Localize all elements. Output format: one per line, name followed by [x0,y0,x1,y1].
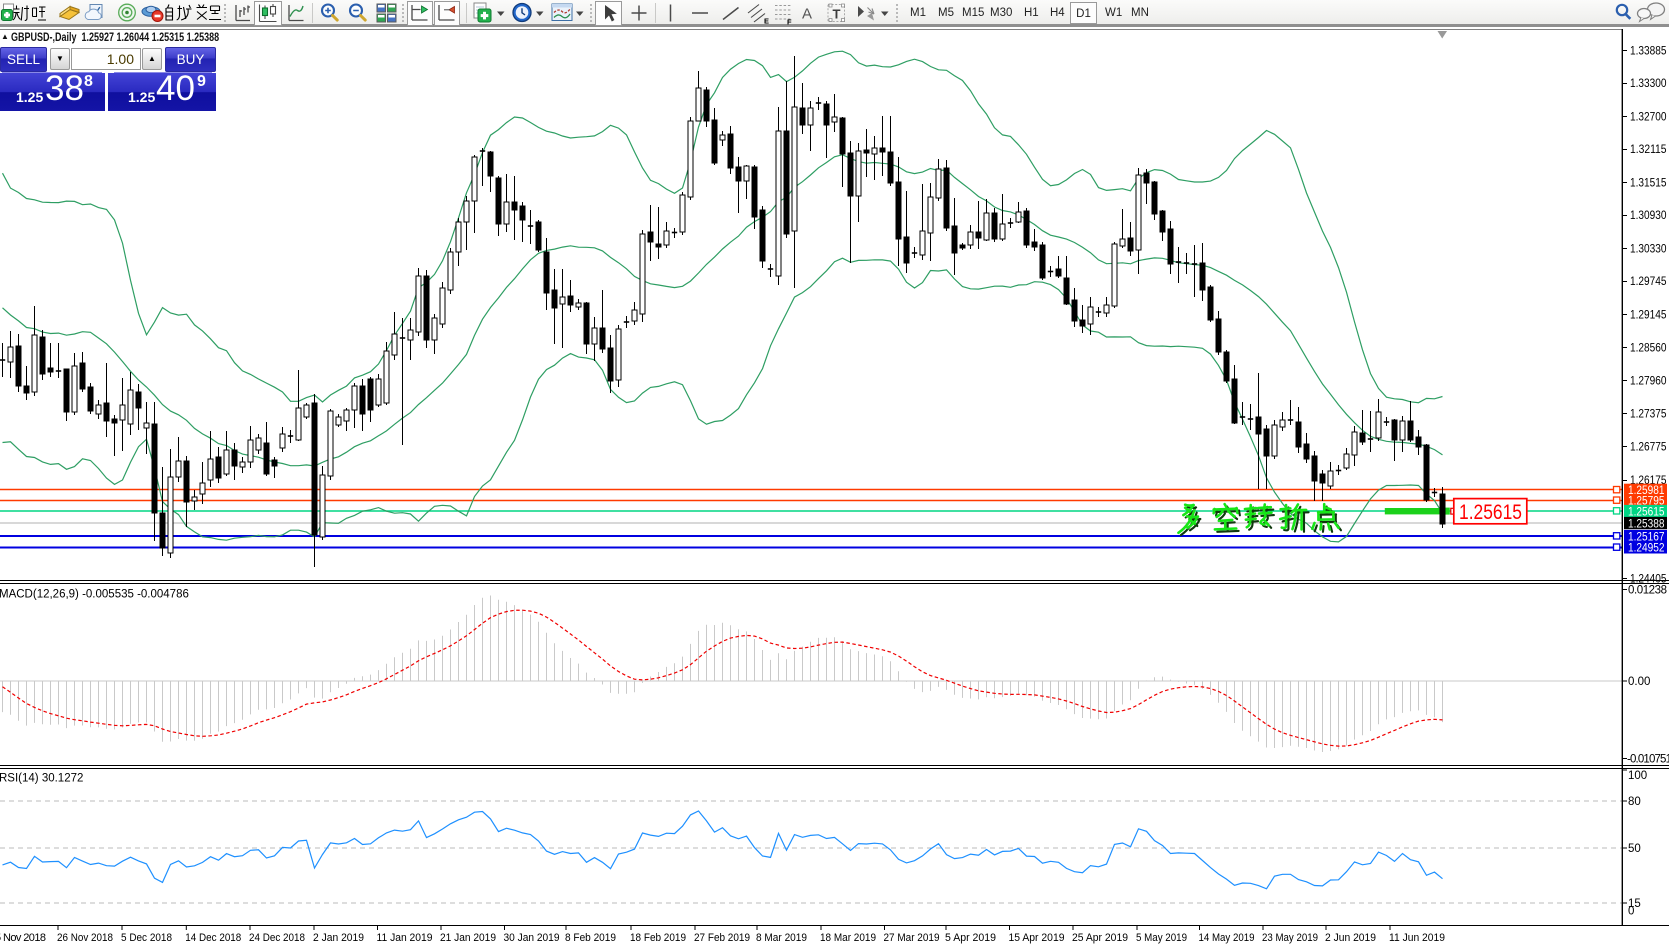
svg-text:1.29745: 1.29745 [1630,276,1667,288]
svg-text:1.27375: 1.27375 [1630,408,1667,420]
svg-text:1.32115: 1.32115 [1630,144,1667,156]
svg-text:F: F [787,18,792,27]
svg-text:1.33300: 1.33300 [1630,78,1667,90]
svg-text:26 Nov 2018: 26 Nov 2018 [57,932,113,944]
svg-text:1.28560: 1.28560 [1630,342,1667,354]
svg-text:8 Feb 2019: 8 Feb 2019 [565,932,616,944]
svg-text:1.24405: 1.24405 [1630,574,1667,586]
svg-text:1.27960: 1.27960 [1630,376,1667,388]
svg-text:11 Jun 2019: 11 Jun 2019 [1389,932,1445,944]
svg-text:2 Jun 2019: 2 Jun 2019 [1325,932,1376,944]
svg-text:18 Mar 2019: 18 Mar 2019 [820,932,876,944]
svg-text:1.30330: 1.30330 [1630,244,1667,256]
svg-text:1.25615: 1.25615 [1628,506,1665,518]
svg-text:A: A [802,6,812,23]
svg-text:18 Feb 2019: 18 Feb 2019 [630,932,686,944]
svg-text:1.25615: 1.25615 [1459,500,1522,524]
svg-text:1.25167: 1.25167 [1628,531,1665,543]
svg-text:50: 50 [1628,843,1641,855]
svg-text:23 May 2019: 23 May 2019 [1262,932,1318,944]
svg-text:5 Apr 2019: 5 Apr 2019 [945,932,996,944]
svg-text:1.31515: 1.31515 [1630,178,1667,190]
svg-text:5 May 2019: 5 May 2019 [1136,932,1187,944]
svg-text:25 Apr 2019: 25 Apr 2019 [1072,932,1128,944]
svg-text:2 Jan 2019: 2 Jan 2019 [313,932,364,944]
svg-text:0.01238: 0.01238 [1628,585,1667,597]
svg-text:11 Jan 2019: 11 Jan 2019 [377,932,433,944]
svg-text:15 Apr 2019: 15 Apr 2019 [1009,932,1065,944]
svg-text:RSI(14) 30.1272: RSI(14) 30.1272 [0,773,83,785]
svg-text:27 Feb 2019: 27 Feb 2019 [694,932,750,944]
svg-text:1.32700: 1.32700 [1630,112,1667,124]
svg-text:1.29145: 1.29145 [1630,310,1667,322]
svg-text:21 Jan 2019: 21 Jan 2019 [440,932,496,944]
svg-text:1.25795: 1.25795 [1628,496,1665,508]
svg-text:1.25981: 1.25981 [1628,485,1665,497]
svg-text:0: 0 [1628,906,1634,918]
svg-text:-0.010751: -0.010751 [1627,754,1669,766]
svg-text:27 Mar 2019: 27 Mar 2019 [884,932,940,944]
svg-text:14 Dec 2018: 14 Dec 2018 [185,932,241,944]
svg-text:5 Nov 2018: 5 Nov 2018 [0,932,46,944]
svg-text:14 May 2019: 14 May 2019 [1199,932,1255,944]
svg-text:100: 100 [1628,770,1647,782]
svg-text:15: 15 [1628,898,1641,910]
svg-text:5 Dec 2018: 5 Dec 2018 [121,932,172,944]
svg-text:8 Mar 2019: 8 Mar 2019 [756,932,807,944]
svg-text:1.30930: 1.30930 [1630,210,1667,222]
svg-text:1.24952: 1.24952 [1628,543,1665,555]
svg-text:30 Jan 2019: 30 Jan 2019 [504,932,560,944]
svg-text:80: 80 [1628,796,1641,808]
svg-text:1.33885: 1.33885 [1630,46,1667,58]
svg-text:MACD(12,26,9) -0.005535 -0.004: MACD(12,26,9) -0.005535 -0.004786 [0,589,189,601]
svg-text:E: E [764,17,769,26]
svg-text:T: T [833,7,841,22]
svg-text:1.25388: 1.25388 [1628,518,1665,530]
svg-text:0.00: 0.00 [1628,676,1650,688]
svg-text:24 Dec 2018: 24 Dec 2018 [249,932,305,944]
svg-text:1.26775: 1.26775 [1630,442,1667,454]
